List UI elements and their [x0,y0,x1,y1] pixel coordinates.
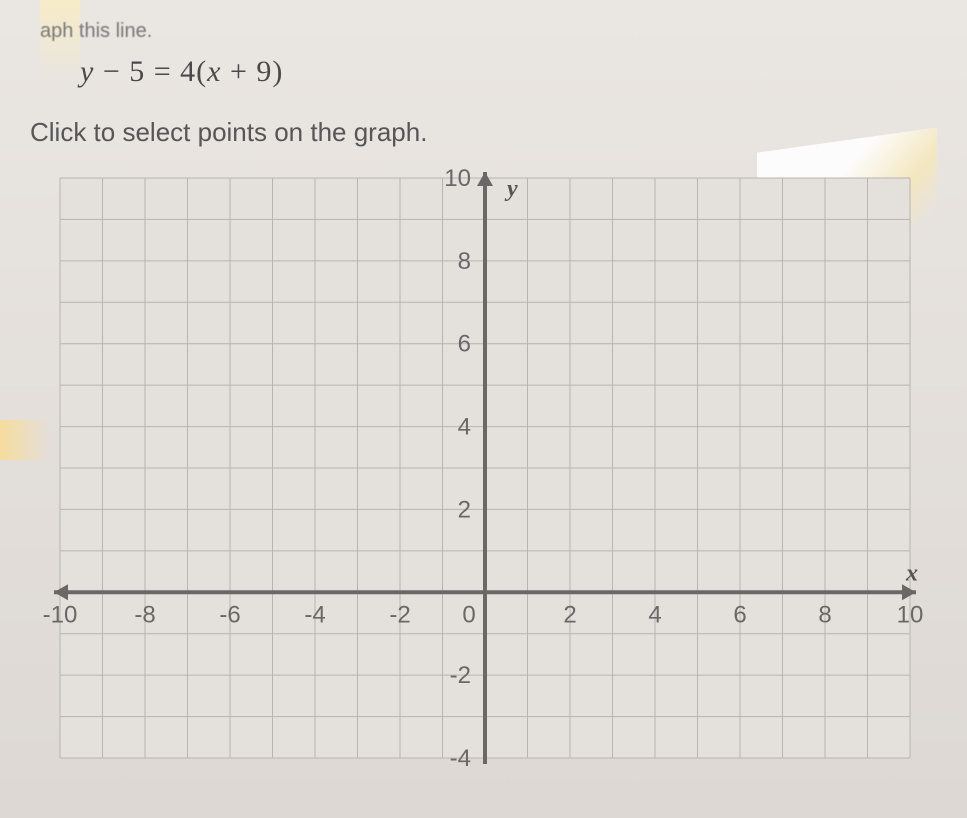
svg-text:-8: -8 [134,601,155,628]
eq-lhs-var: y [80,55,94,88]
svg-text:2: 2 [563,601,576,628]
svg-text:-4: -4 [450,745,471,768]
svg-text:6: 6 [733,601,746,628]
svg-text:x: x [905,560,918,586]
eq-rhs-var: x [207,55,221,88]
truncated-heading: aph this line. [40,20,937,43]
svg-text:10: 10 [897,601,924,628]
eq-lhs-const: 5 [129,55,145,88]
graph-canvas[interactable]: -10 -8 -6 -4 -2 2 4 6 8 10 0 -4 -2 2 4 6 8 10 y x [40,168,930,768]
eq-paren-close: ) [272,55,283,88]
svg-text:y: y [504,176,518,202]
coordinate-graph[interactable]: -10 -8 -6 -4 -2 2 4 6 8 10 0 -4 -2 2 4 6 8 10 y x [40,168,930,768]
svg-text:8: 8 [818,601,831,628]
eq-equals: = [145,55,180,88]
svg-text:10: 10 [444,168,471,192]
svg-text:0: 0 [462,601,475,628]
svg-text:-6: -6 [219,601,240,628]
svg-text:2: 2 [458,496,471,523]
svg-text:-10: -10 [43,601,78,628]
worksheet-page: aph this line. y − 5 = 4(x + 9) Click to… [0,0,967,818]
svg-text:-2: -2 [389,601,410,628]
svg-text:8: 8 [458,248,471,275]
svg-text:6: 6 [458,331,471,358]
svg-text:4: 4 [648,601,661,628]
instruction-text: Click to select points on the graph. [30,117,937,148]
eq-rhs-op: + [222,55,257,88]
eq-lhs-op: − [94,55,129,88]
svg-text:-4: -4 [304,601,325,628]
eq-rhs-coef: 4 [180,55,196,88]
eq-rhs-const: 9 [256,55,272,88]
eq-paren-open: ( [196,55,207,88]
svg-text:-2: -2 [450,662,471,689]
equation-text: y − 5 = 4(x + 9) [80,55,937,89]
svg-text:4: 4 [458,414,471,441]
